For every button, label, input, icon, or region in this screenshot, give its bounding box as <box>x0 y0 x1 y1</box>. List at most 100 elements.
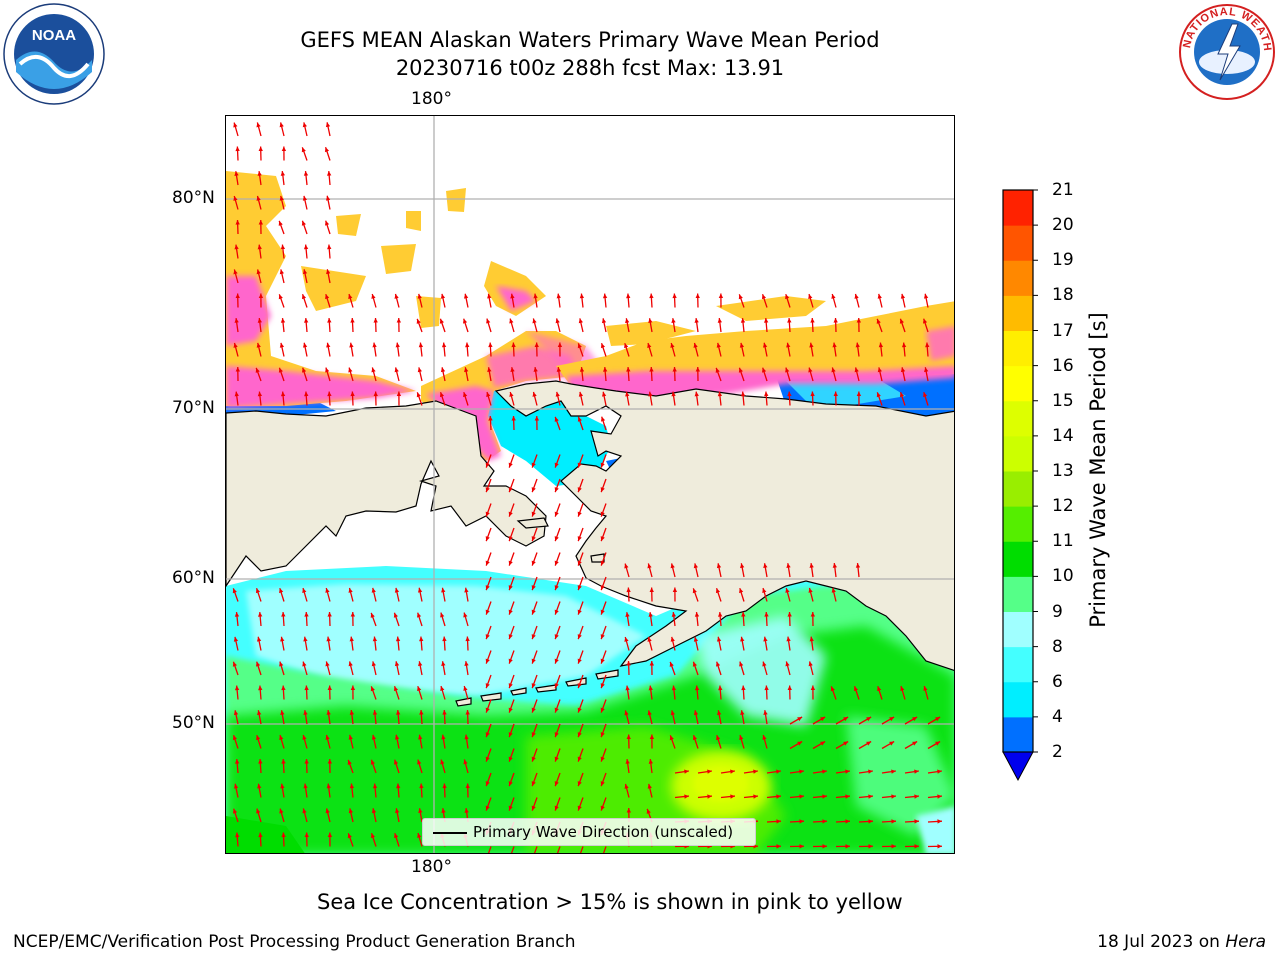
wave-direction-arrowhead <box>485 805 490 811</box>
wave-direction-arrowhead <box>279 269 284 275</box>
wave-direction-arrowhead <box>280 636 285 642</box>
wave-direction-arrowhead <box>707 769 712 774</box>
wave-direction-arrowhead <box>624 710 629 716</box>
wave-direction-arrowhead <box>325 734 330 740</box>
wave-direction-arrowhead <box>671 318 676 323</box>
wave-direction-arrowhead <box>600 732 605 738</box>
wave-direction-arrowhead <box>256 269 261 275</box>
colorbar-tick-label: 19 <box>1052 250 1074 271</box>
wave-direction-arrowhead <box>394 661 400 667</box>
wave-direction-arrowhead <box>764 391 769 397</box>
wave-direction-arrowhead <box>693 710 699 716</box>
wave-direction-arrowhead <box>302 735 307 740</box>
wave-direction-arrowhead <box>509 392 514 397</box>
wave-direction-arrowhead <box>373 391 378 397</box>
wave-direction-arrowhead <box>554 536 559 542</box>
wave-direction-arrowhead <box>856 391 862 397</box>
colorbar-segment <box>1003 190 1033 226</box>
wave-direction-arrowhead <box>531 781 536 787</box>
wave-direction-arrowhead <box>508 634 513 640</box>
land <box>226 380 954 707</box>
wave-direction-arrowhead <box>810 318 815 323</box>
wave-direction-arrowhead <box>741 612 746 617</box>
wave-direction-arrowhead <box>554 462 559 468</box>
wave-direction-arrowhead <box>624 343 629 349</box>
wave-direction-arrowhead <box>761 367 767 373</box>
wave-direction-arrowhead <box>856 318 862 323</box>
wave-direction-arrowhead <box>279 808 284 814</box>
wave-direction-arrowhead <box>463 293 469 299</box>
wave-direction-arrowhead <box>533 293 538 299</box>
wave-direction-arrowhead <box>534 342 539 348</box>
wave-direction-arrowhead <box>327 318 332 323</box>
colorbar-segment <box>1003 330 1033 367</box>
wave-direction-arrowhead <box>603 367 608 372</box>
wave-direction-arrowhead <box>416 612 422 618</box>
wave-direction-arrowhead <box>822 769 827 774</box>
wave-direction-arrowhead <box>843 717 849 722</box>
wave-direction-arrowhead <box>740 318 746 323</box>
wave-direction-arrowhead <box>577 462 582 468</box>
wave-direction-arrowhead <box>232 588 237 594</box>
wave-direction-arrowhead <box>258 759 263 764</box>
wave-direction-arrowhead <box>810 391 815 397</box>
wave-direction-arrowhead <box>301 220 306 226</box>
wave-direction-arrowhead <box>235 146 240 152</box>
wave-direction-arrowhead <box>718 685 723 691</box>
wave-direction-arrowhead <box>937 769 942 774</box>
wave-direction-arrowhead <box>785 661 790 667</box>
wave-direction-arrowhead <box>555 391 560 397</box>
colorbar-segment <box>1003 716 1033 753</box>
nws-logo: NATIONAL WEATHER SERVICE <box>1176 2 1275 100</box>
legend-line-swatch <box>433 832 467 834</box>
wave-direction-arrowhead <box>531 658 536 664</box>
colorbar-tick-label: 2 <box>1052 742 1063 762</box>
colorbar-segment <box>1003 225 1033 261</box>
wave-direction-arrowhead <box>820 717 826 722</box>
wave-direction-arrowhead <box>304 612 309 617</box>
wave-direction-arrowhead <box>327 759 333 764</box>
wave-direction-arrowhead <box>508 536 513 542</box>
wave-direction-arrowhead <box>531 462 536 468</box>
wave-direction-arrowhead <box>302 269 308 275</box>
wave-direction-arrowhead <box>508 462 513 468</box>
wave-direction-arrowhead <box>761 294 767 300</box>
wave-direction-arrowhead <box>393 759 399 765</box>
wave-direction-arrowhead <box>810 685 816 691</box>
colorbar-segment <box>1003 471 1033 507</box>
wave-direction-arrowhead <box>485 536 490 542</box>
wave-direction-arrowhead <box>232 661 237 667</box>
wave-direction-arrowhead <box>279 588 284 594</box>
wave-direction-arrowhead <box>764 685 769 691</box>
wave-direction-arrowhead <box>256 636 262 642</box>
wave-direction-arrowhead <box>485 511 490 517</box>
wave-direction-arrowhead <box>762 342 768 348</box>
wave-direction-arrowhead <box>935 741 941 746</box>
wave-direction-arrowhead <box>396 783 401 789</box>
wave-direction-arrowhead <box>601 391 607 397</box>
wave-direction-arrowhead <box>822 794 827 799</box>
wave-direction-arrowhead <box>258 220 264 225</box>
wave-direction-arrowhead <box>531 683 536 689</box>
wave-direction-arrowhead <box>532 391 537 397</box>
wave-direction-arrowhead <box>281 612 286 617</box>
wave-direction-arrowhead <box>600 707 605 713</box>
wave-direction-arrowhead <box>578 318 583 324</box>
wave-direction-arrowhead <box>509 318 514 324</box>
wave-direction-arrowhead <box>912 741 918 746</box>
wave-period-field <box>226 566 954 853</box>
wave-direction-arrowhead <box>868 794 873 799</box>
wave-direction-arrowhead <box>325 367 330 373</box>
wave-direction-arrowhead <box>257 171 262 176</box>
wave-direction-arrowhead <box>626 293 631 299</box>
wave-direction-arrowhead <box>232 735 238 741</box>
wave-direction-arrow <box>487 846 492 853</box>
wave-direction-arrowhead <box>370 833 376 839</box>
wave-direction-arrowhead <box>833 391 838 397</box>
noaa-logo: NOAA <box>3 3 105 105</box>
wave-direction-arrowhead <box>625 318 630 324</box>
wave-direction-arrowhead <box>717 318 723 323</box>
wave-direction-arrowhead <box>739 342 745 348</box>
wave-direction-arrowhead <box>799 769 804 774</box>
wave-direction-arrowhead <box>764 318 769 323</box>
